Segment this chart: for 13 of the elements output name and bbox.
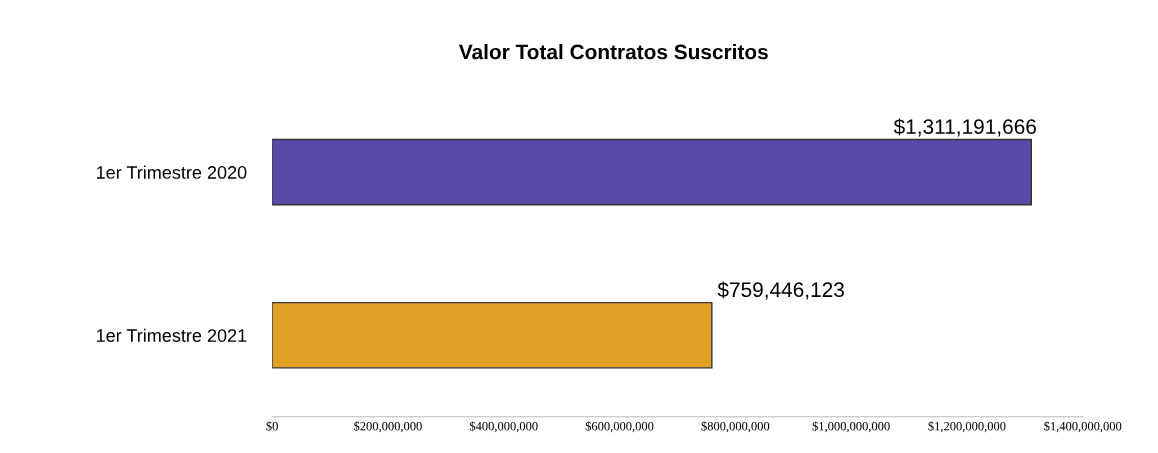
x-tick-label: $400,000,000 (469, 421, 538, 433)
x-tick-label: $800,000,000 (701, 421, 770, 433)
data-label: $759,446,123 (717, 281, 844, 300)
x-tick-label: $1,000,000,000 (812, 421, 890, 433)
x-tick-label: $600,000,000 (585, 421, 654, 433)
y-tick-label: 1er Trimestre 2021 (96, 328, 247, 342)
y-tick-label: 1er Trimestre 2020 (96, 165, 247, 179)
x-tick-label: $1,200,000,000 (928, 421, 1006, 433)
x-tick-label: $1,400,000,000 (1044, 421, 1122, 433)
x-tick-label: $200,000,000 (354, 421, 422, 433)
x-tick-label: $0 (266, 421, 278, 432)
chart-title: Valor Total Contratos Suscritos (458, 44, 768, 60)
data-label: $1,311,191,666 (893, 118, 1036, 137)
